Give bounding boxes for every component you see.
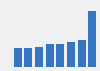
Bar: [14, 48, 22, 67]
Bar: [78, 40, 86, 67]
Bar: [24, 48, 32, 67]
Bar: [88, 11, 96, 67]
Bar: [67, 42, 75, 67]
Bar: [56, 44, 64, 67]
Bar: [46, 44, 54, 67]
Bar: [35, 47, 43, 67]
